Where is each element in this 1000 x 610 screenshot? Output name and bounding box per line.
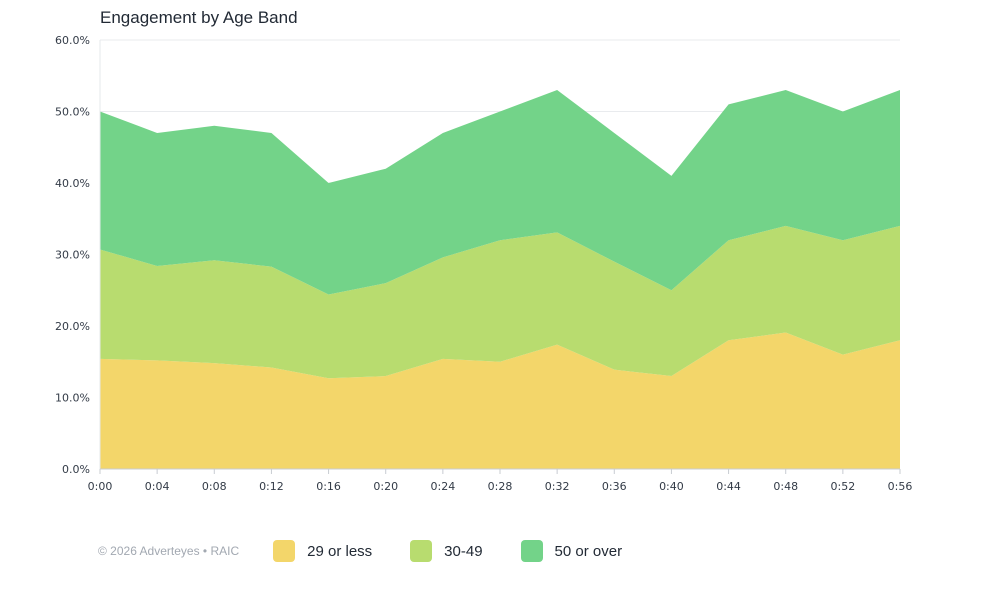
legend-item: 50 or over (520, 540, 623, 562)
legend-swatch (520, 540, 543, 562)
x-tick-label: 0:36 (602, 480, 627, 493)
x-tick-label: 0:08 (202, 480, 227, 493)
x-tick-label: 0:16 (316, 480, 341, 493)
x-tick-label: 0:28 (488, 480, 513, 493)
copyright-text: © 2026 Adverteyes • RAIC (98, 544, 240, 558)
chart-title: Engagement by Age Band (100, 8, 298, 27)
x-tick-label: 0:12 (259, 480, 284, 493)
area-series-1 (100, 332, 900, 469)
x-tick-label: 0:32 (545, 480, 570, 493)
y-tick-label: 60.0% (55, 34, 90, 47)
x-tick-label: 0:00 (88, 480, 113, 493)
x-tick-label: 0:52 (831, 480, 856, 493)
y-tick-label: 30.0% (55, 249, 90, 262)
legend-item: 30-49 (410, 540, 483, 562)
y-tick-label: 50.0% (55, 106, 90, 119)
chart-footer: © 2026 Adverteyes • RAIC 29 or less 30-49… (98, 540, 660, 562)
legend: 29 or less 30-49 50 or over (273, 540, 660, 562)
legend-swatch (273, 540, 296, 562)
area-series-3 (100, 90, 900, 295)
x-tick-label: 0:24 (431, 480, 456, 493)
y-tick-label: 20.0% (55, 320, 90, 333)
legend-label: 29 or less (307, 542, 373, 560)
legend-label: 30-49 (444, 542, 483, 560)
x-tick-label: 0:20 (373, 480, 398, 493)
legend-item: 29 or less (273, 540, 372, 562)
y-tick-label: 0.0% (62, 463, 90, 476)
legend-label: 50 or over (554, 542, 623, 560)
area-series-2 (100, 225, 900, 379)
y-tick-label: 40.0% (55, 177, 90, 190)
y-tick-label: 10.0% (55, 392, 90, 405)
x-tick-label: 0:56 (888, 480, 913, 493)
x-tick-label: 0:48 (773, 480, 798, 493)
x-tick-label: 0:40 (659, 480, 684, 493)
x-tick-label: 0:04 (145, 480, 170, 493)
x-tick-label: 0:44 (716, 480, 741, 493)
legend-swatch (410, 540, 433, 562)
